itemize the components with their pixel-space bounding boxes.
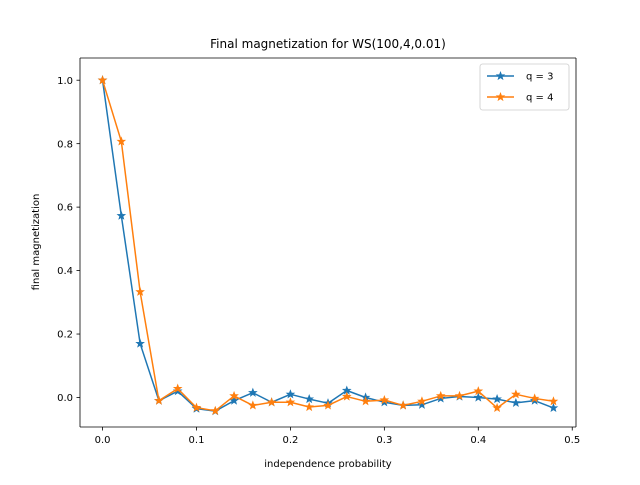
data-point-marker xyxy=(398,400,408,410)
data-point-marker xyxy=(435,390,446,400)
data-point-marker xyxy=(492,402,502,413)
y-axis-label: final magnetization xyxy=(31,194,42,291)
y-tick-label: 0.2 xyxy=(57,330,73,341)
legend-marker xyxy=(495,70,506,81)
x-axis-label: independence probability xyxy=(264,459,392,470)
x-tick-label: 0.0 xyxy=(95,435,111,446)
data-point-marker xyxy=(116,210,127,220)
data-point-marker xyxy=(229,390,239,400)
data-point-marker xyxy=(548,396,559,406)
data-point-marker xyxy=(285,397,296,407)
data-point-marker xyxy=(97,75,108,85)
series-2 xyxy=(97,75,559,415)
legend-item-1: q = 3 xyxy=(487,70,553,83)
x-tick-label: 0.1 xyxy=(189,435,205,446)
data-point-marker xyxy=(473,392,484,402)
data-point-marker xyxy=(154,395,164,405)
data-point-marker xyxy=(323,400,333,410)
data-point-marker xyxy=(229,395,239,405)
y-tick-label: 0.8 xyxy=(57,139,73,150)
data-point-marker xyxy=(266,397,277,407)
y-tick-label: 0.6 xyxy=(57,203,73,214)
legend-marker xyxy=(495,91,506,102)
data-point-marker xyxy=(511,389,521,399)
x-tick-label: 0.2 xyxy=(282,435,298,446)
data-point-marker xyxy=(511,397,521,407)
data-point-marker xyxy=(248,400,258,410)
x-tick-label: 0.3 xyxy=(376,435,392,446)
y-tick-label: 0.4 xyxy=(57,266,73,277)
x-tick-label: 0.4 xyxy=(470,435,486,446)
data-point-marker xyxy=(135,286,145,296)
data-point-marker xyxy=(285,389,296,399)
legend-item-2: q = 4 xyxy=(487,91,553,104)
data-point-marker xyxy=(379,394,390,405)
axes-layer: 0.0 0.1 0.2 0.3 0.4 0.5 0.0 0.2 0.4 0.6 0.8 1.0 xyxy=(57,57,580,446)
data-point-marker xyxy=(135,338,145,348)
data-point-marker xyxy=(492,394,502,404)
data-point-marker xyxy=(116,136,127,146)
x-tick-label: 0.5 xyxy=(564,435,580,446)
legend-label: q = 4 xyxy=(526,93,553,104)
chart-title: Final magnetization for WS(100,4,0.01) xyxy=(210,37,446,51)
y-tick-label: 0.0 xyxy=(57,393,73,404)
data-point-marker xyxy=(172,383,183,393)
data-point-marker xyxy=(210,405,221,415)
data-point-marker xyxy=(473,386,484,396)
legend: q = 3 q = 4 xyxy=(479,63,570,111)
legend-label: q = 3 xyxy=(526,72,553,83)
data-point-marker xyxy=(248,387,258,397)
data-point-marker xyxy=(304,401,315,412)
series-layer xyxy=(97,75,559,416)
data-point-marker xyxy=(548,402,559,413)
data-point-marker xyxy=(191,402,202,412)
data-point-marker xyxy=(341,391,352,401)
data-point-marker xyxy=(304,394,315,404)
data-point-marker xyxy=(360,396,371,406)
legend-frame xyxy=(479,63,570,111)
data-point-marker xyxy=(529,393,540,403)
data-point-marker xyxy=(454,390,465,400)
data-point-marker xyxy=(417,399,427,409)
data-point-marker xyxy=(417,396,427,406)
y-tick-label: 1.0 xyxy=(57,76,73,87)
